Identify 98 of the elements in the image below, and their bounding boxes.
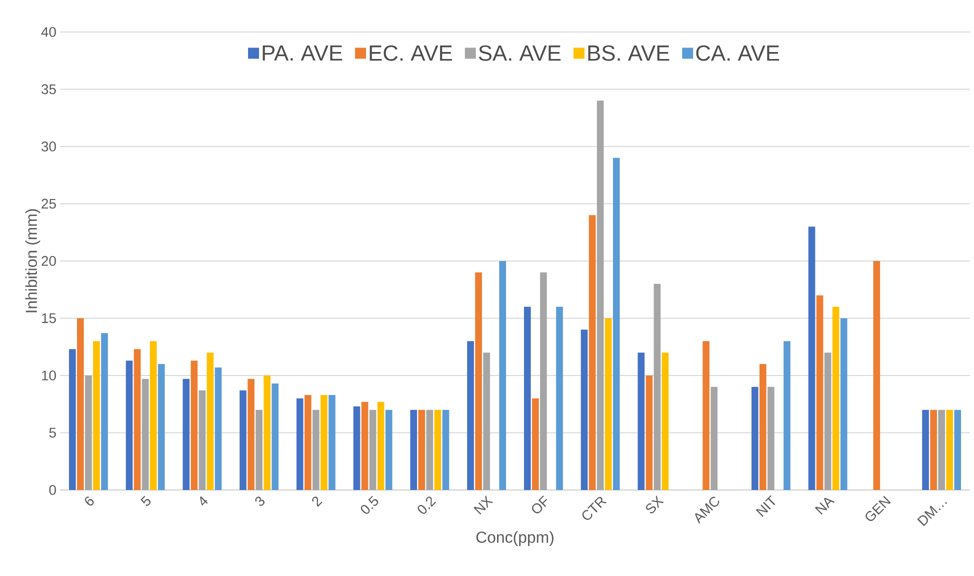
bar bbox=[580, 330, 588, 490]
bar bbox=[361, 402, 368, 490]
y-tick-label: 5 bbox=[49, 428, 56, 438]
bar bbox=[434, 410, 442, 490]
bar bbox=[816, 295, 824, 490]
bar bbox=[784, 341, 790, 490]
x-tick-label: 2 bbox=[312, 496, 322, 507]
legend-label: CA. AVE bbox=[696, 45, 780, 61]
bar bbox=[467, 341, 474, 490]
bar bbox=[353, 406, 360, 490]
x-tick-label: 3 bbox=[255, 496, 265, 506]
bar bbox=[304, 394, 312, 490]
x-tick-label: 0.5 bbox=[360, 496, 378, 514]
bar bbox=[556, 306, 563, 490]
bar bbox=[126, 360, 133, 490]
y-tick-label: 30 bbox=[42, 142, 56, 152]
bar bbox=[93, 341, 100, 490]
bar bbox=[646, 375, 653, 490]
y-tick-label: 20 bbox=[42, 256, 56, 266]
y-tick-label: 35 bbox=[42, 84, 56, 94]
bar bbox=[930, 410, 937, 490]
bar bbox=[760, 364, 766, 490]
bar bbox=[134, 349, 141, 490]
bar bbox=[662, 352, 669, 490]
bar bbox=[410, 410, 418, 490]
bar bbox=[702, 341, 710, 490]
x-tick-label: NX bbox=[474, 495, 494, 515]
bar bbox=[312, 410, 320, 490]
bar bbox=[483, 352, 490, 490]
bar bbox=[638, 352, 645, 490]
y-tick-label: 0 bbox=[49, 485, 56, 495]
bar bbox=[377, 402, 384, 490]
bar bbox=[182, 378, 190, 490]
bar bbox=[499, 260, 506, 490]
y-tick-label: 15 bbox=[42, 313, 56, 324]
bar bbox=[206, 352, 214, 490]
bar bbox=[426, 410, 434, 490]
bar bbox=[832, 306, 840, 490]
bar bbox=[142, 378, 149, 490]
x-axis-title: Conc(ppm) bbox=[476, 531, 554, 546]
legend-label: SA. AVE bbox=[478, 45, 561, 61]
bar bbox=[320, 394, 328, 490]
bar bbox=[612, 158, 620, 490]
bar bbox=[604, 318, 612, 490]
x-tick-label: NIT bbox=[756, 495, 776, 517]
bar bbox=[824, 352, 832, 490]
bar bbox=[190, 360, 198, 490]
bar bbox=[264, 375, 271, 490]
bar bbox=[85, 375, 92, 490]
x-tick-label: CTR bbox=[582, 496, 607, 520]
x-tick-label: 6 bbox=[84, 496, 94, 506]
bar bbox=[442, 410, 450, 490]
bar bbox=[369, 410, 376, 490]
bar bbox=[954, 410, 962, 490]
x-tick-label: 4 bbox=[200, 496, 208, 506]
x-tick-label: OF bbox=[532, 495, 548, 514]
bar bbox=[532, 398, 539, 490]
legend-label: BS. AVE bbox=[588, 45, 670, 61]
bar bbox=[938, 410, 945, 490]
bar bbox=[240, 390, 246, 490]
bar bbox=[198, 390, 206, 490]
x-tick-label: 0.2 bbox=[418, 496, 436, 514]
x-tick-label: NA bbox=[814, 498, 835, 515]
bar bbox=[768, 386, 774, 490]
bar bbox=[946, 410, 954, 490]
bar bbox=[418, 410, 426, 490]
bar bbox=[540, 272, 547, 490]
bar bbox=[588, 215, 596, 490]
bar bbox=[150, 341, 157, 490]
legend-label: PA. AVE bbox=[262, 45, 342, 61]
bar bbox=[475, 272, 482, 490]
bar bbox=[256, 410, 262, 490]
bar bbox=[710, 386, 718, 490]
bar bbox=[101, 333, 108, 490]
bar bbox=[524, 306, 531, 490]
bar bbox=[808, 226, 816, 490]
bar bbox=[68, 349, 76, 490]
bar bbox=[385, 410, 392, 490]
bar bbox=[873, 260, 880, 490]
bar bbox=[922, 410, 929, 490]
bar bbox=[654, 284, 661, 490]
bar bbox=[751, 386, 758, 490]
bar bbox=[840, 318, 848, 490]
bar bbox=[272, 384, 279, 490]
bar bbox=[77, 318, 84, 490]
y-tick-label: 25 bbox=[42, 198, 56, 209]
y-tick-label: 10 bbox=[42, 370, 56, 380]
bar bbox=[596, 100, 604, 490]
bar bbox=[214, 367, 222, 490]
y-axis-title: Inhibition (mm) bbox=[25, 209, 40, 312]
bar bbox=[158, 364, 165, 490]
bar bbox=[328, 394, 336, 490]
legend-label: EC. AVE bbox=[370, 45, 452, 61]
y-tick-label: 40 bbox=[41, 27, 56, 37]
bar bbox=[248, 378, 254, 490]
x-tick-label: 5 bbox=[140, 496, 151, 506]
bar bbox=[296, 398, 304, 490]
x-tick-label: SX bbox=[646, 495, 664, 514]
